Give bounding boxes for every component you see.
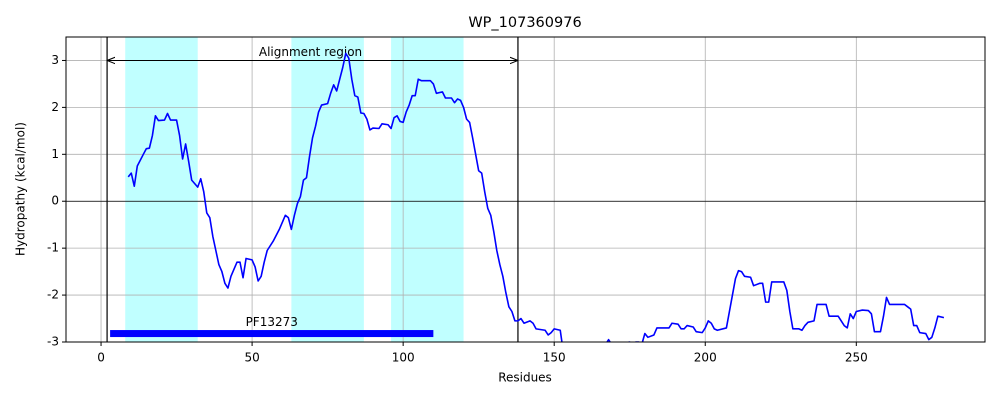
highlight-span xyxy=(391,37,464,342)
x-tick-label: 0 xyxy=(97,351,105,365)
y-tick-label: 1 xyxy=(51,147,59,161)
axes-frame xyxy=(65,36,986,343)
x-tick-label: 50 xyxy=(244,351,259,365)
x-axis-label: Residues xyxy=(498,371,552,385)
hydropathy-line xyxy=(127,52,945,342)
highlight-span xyxy=(291,37,364,342)
y-tick-label: 2 xyxy=(51,100,59,114)
domain-bar xyxy=(110,330,434,338)
y-tick-label: -2 xyxy=(47,288,59,302)
x-tick-label: 200 xyxy=(694,351,717,365)
x-tick-label: 150 xyxy=(543,351,566,365)
x-tick-label: 100 xyxy=(392,351,415,365)
y-tick-label: 0 xyxy=(51,194,59,208)
y-tick-label: 3 xyxy=(51,53,59,67)
x-tick-label: 250 xyxy=(845,351,868,365)
y-axis-label: Hydropathy (kcal/mol) xyxy=(14,122,28,256)
chart-title: WP_107360976 xyxy=(468,15,581,31)
region-label: Alignment region xyxy=(259,45,362,59)
y-tick-label: -1 xyxy=(47,241,59,255)
domain-label: PF13273 xyxy=(246,315,298,329)
plot-area: Alignment region PF13273 xyxy=(66,37,985,342)
highlight-span xyxy=(125,37,198,342)
y-tick-label: -3 xyxy=(47,335,59,349)
